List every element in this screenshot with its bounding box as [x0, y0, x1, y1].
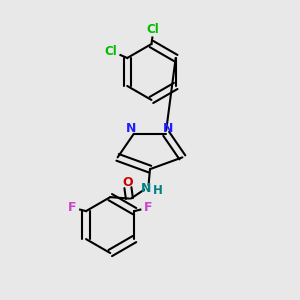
- Text: N: N: [140, 182, 151, 195]
- Text: Cl: Cl: [104, 45, 117, 58]
- Text: N: N: [126, 122, 136, 135]
- Text: F: F: [68, 201, 76, 214]
- Text: H: H: [152, 184, 162, 197]
- Text: N: N: [164, 122, 174, 135]
- Text: Cl: Cl: [147, 23, 159, 36]
- Text: F: F: [144, 201, 153, 214]
- Text: O: O: [123, 176, 133, 189]
